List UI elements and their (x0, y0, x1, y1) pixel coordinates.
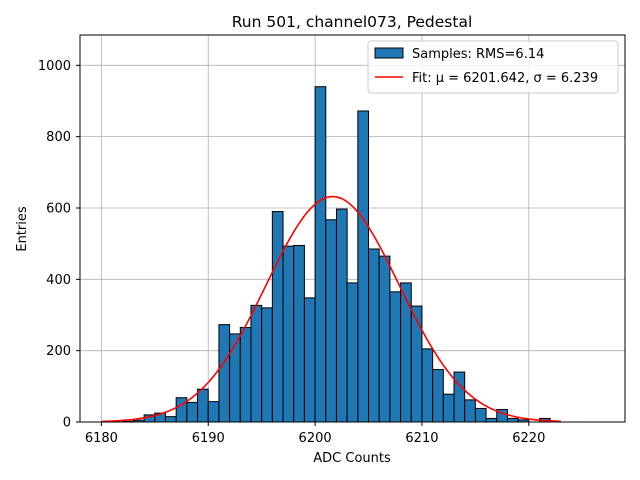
legend-fit-label: Fit: μ = 6201.642, σ = 6.239 (412, 71, 598, 86)
histogram-bar (250, 304, 263, 423)
histogram-bar (261, 307, 273, 423)
histogram-bar (410, 305, 423, 423)
histogram-bar (389, 291, 402, 423)
histogram-bar (442, 393, 455, 423)
fit-curve-layer (101, 195, 561, 423)
y-tick-label: 800 (46, 130, 71, 145)
histogram-bar (239, 326, 252, 423)
x-tick-label: 6210 (405, 431, 438, 446)
legend: Samples: RMS=6.14 Fit: μ = 6201.642, σ =… (367, 40, 619, 94)
histogram-bar (197, 388, 209, 423)
histogram-bar (421, 348, 434, 423)
x-tick-label: 6190 (192, 431, 225, 446)
chart-title: Run 501, channel073, Pedestal (232, 13, 473, 31)
histogram-bar (506, 417, 519, 423)
y-tick-label: 200 (46, 344, 71, 359)
histogram-bar (485, 417, 498, 423)
x-axis-label: ADC Counts (313, 451, 391, 466)
histogram-bar (314, 86, 327, 423)
y-tick-label: 400 (46, 273, 71, 288)
histogram-bar (303, 297, 316, 423)
histogram-bar (293, 244, 305, 423)
legend-box (367, 40, 619, 94)
y-tick-label: 600 (46, 201, 71, 216)
histogram-bar (432, 369, 444, 423)
legend-histogram-swatch (374, 47, 404, 59)
x-tick-label: 6180 (85, 431, 118, 446)
x-tick-label: 6220 (512, 431, 545, 446)
histogram-bar (186, 401, 199, 423)
histogram-bar (282, 245, 295, 423)
x-tick-label: 6200 (299, 431, 332, 446)
histogram-bar (453, 371, 466, 423)
histogram-bar (464, 399, 476, 423)
y-tick-label: 1000 (38, 59, 71, 74)
y-tick-label: 0 (63, 416, 71, 431)
fit-curve (101, 195, 561, 423)
histogram-bar (357, 110, 370, 423)
histogram-bar (346, 282, 359, 423)
histogram-bar (229, 333, 241, 423)
histogram-bar (335, 208, 348, 423)
y-axis-label: Entries (15, 206, 30, 252)
histogram-bar (368, 248, 380, 423)
legend-histogram-label: Samples: RMS=6.14 (412, 47, 544, 62)
histogram-bar (175, 397, 188, 423)
histogram-bar (271, 211, 284, 423)
histogram-bars (122, 86, 551, 423)
plot-frame (79, 34, 626, 423)
histogram-bar (378, 255, 391, 423)
histogram-bar (474, 407, 487, 423)
axis-ticks: 6180 6190 6200 6210 6220 0 200 400 600 800 1000 (38, 59, 545, 446)
histogram-bar (400, 282, 412, 423)
histogram-bar (218, 324, 231, 423)
histogram-bar (207, 401, 220, 423)
histogram-bar (325, 219, 337, 423)
histogram-bar (164, 416, 177, 423)
